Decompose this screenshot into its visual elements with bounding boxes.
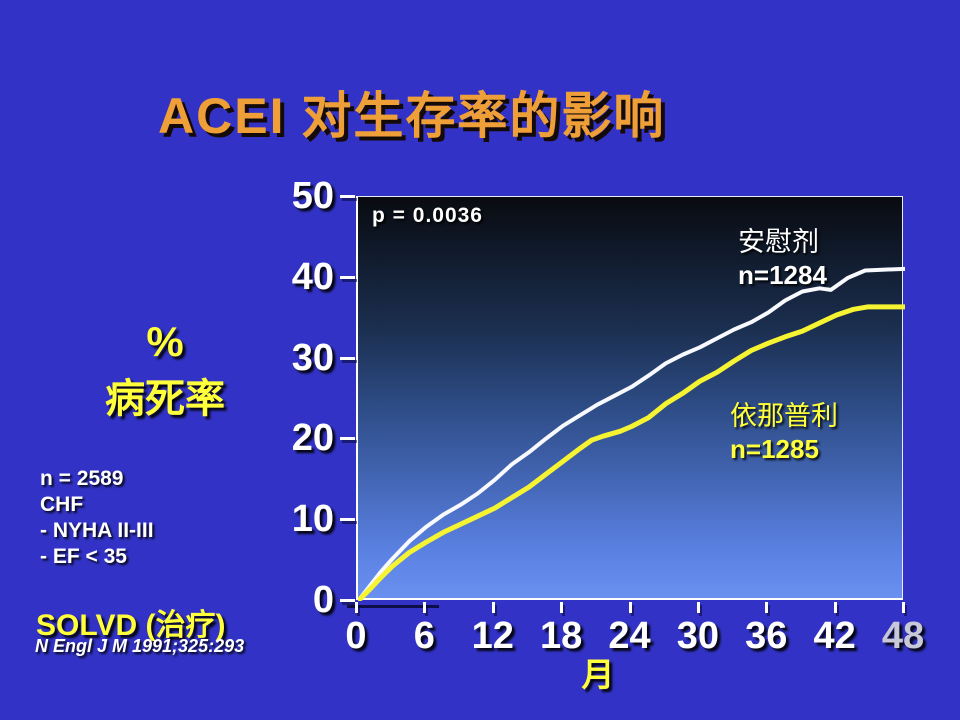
placebo-n: n=1284: [738, 260, 827, 290]
y-tick-label-10: 10: [291, 498, 334, 541]
citation: N Engl J M 1991;325:293: [35, 636, 245, 656]
x-tick-48: [902, 602, 905, 613]
chart-plot-area: [356, 196, 905, 601]
x-axis-name-label: 月: [581, 656, 615, 693]
x-tick-label-0: 0: [345, 615, 367, 657]
y-tick-40: [340, 275, 355, 279]
y-tick-20: [340, 437, 355, 441]
x-tick-label-48: 48: [881, 615, 925, 657]
study-line-nyha: - NYHA II-III: [40, 519, 154, 542]
x-tick-label-12: 12: [471, 615, 514, 657]
x-tick-36: [765, 602, 769, 613]
p-value-annotation: p = 0.0036: [372, 204, 483, 227]
y-tick-50: [340, 195, 355, 198]
placebo-name: 安慰剂: [738, 227, 819, 257]
x-tick-0: [355, 602, 358, 613]
study-line-chf: CHF: [40, 493, 84, 516]
study-criteria-block: n = 2589 CHF - NYHA II-III - EF < 35: [40, 466, 154, 570]
x-tick-30: [696, 602, 700, 613]
enalapril-name: 依那普利: [730, 401, 838, 431]
y-tick-label-50: 50: [291, 175, 334, 217]
study-line-ef: - EF < 35: [40, 545, 127, 568]
series-line-placebo: [358, 266, 905, 601]
y-tick-label-20: 20: [291, 417, 334, 460]
y-axis-unit-label: %: [146, 318, 184, 365]
x-tick-42: [833, 602, 837, 613]
slide-title: ACEI 对生存率的影响: [158, 88, 666, 144]
enalapril-series-label: 依那普利 n=1285: [730, 394, 838, 465]
series-line-enalapril: [358, 304, 905, 601]
placebo-series-label: 安慰剂 n=1284: [738, 220, 827, 291]
enalapril-n: n=1285: [730, 434, 819, 464]
x-tick-24: [628, 602, 632, 613]
x-tick-label-6: 6: [413, 615, 435, 657]
y-axis-name-label: 病死率: [105, 377, 225, 421]
x-tick-label-24: 24: [608, 615, 651, 657]
axis-shadow: [347, 605, 439, 608]
x-tick-label-30: 30: [676, 615, 720, 657]
y-tick-30: [340, 356, 355, 360]
x-tick-6: [423, 602, 427, 613]
x-tick-label-18: 18: [539, 615, 583, 657]
y-tick-0: [340, 599, 355, 602]
y-tick-label-0: 0: [312, 579, 334, 621]
x-tick-label-42: 42: [813, 615, 856, 657]
x-tick-label-36: 36: [745, 615, 788, 657]
survival-curves-svg: [358, 266, 905, 601]
x-tick-18: [560, 602, 564, 613]
study-line-n: n = 2589: [40, 467, 124, 490]
study-name: SOLVD (治疗): [36, 609, 226, 642]
y-tick-label-40: 40: [291, 255, 334, 298]
y-tick-10: [340, 518, 355, 522]
y-tick-label-30: 30: [291, 336, 334, 379]
x-tick-12: [491, 602, 495, 613]
